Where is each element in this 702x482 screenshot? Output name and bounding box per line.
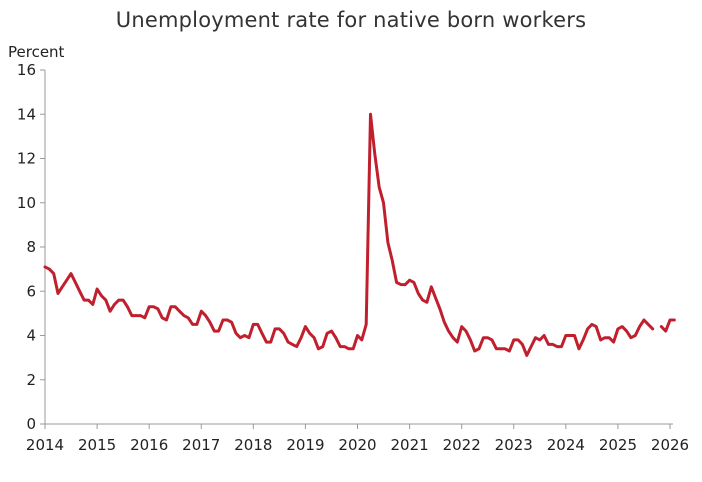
x-tick-label: 2014 (26, 436, 64, 454)
x-tick-label: 2015 (78, 436, 116, 454)
y-tick-label: 4 (26, 327, 36, 345)
y-tick-label: 6 (26, 282, 36, 300)
series-line (659, 318, 676, 333)
axes (44, 70, 673, 425)
x-tick-label: 2024 (547, 436, 585, 454)
x-tick-label: 2018 (234, 436, 272, 454)
series-line (43, 112, 655, 357)
y-tick-label: 0 (26, 415, 36, 433)
x-tick-label: 2022 (443, 436, 481, 454)
y-tick-label: 8 (26, 238, 36, 256)
y-tick-label: 12 (17, 150, 36, 168)
y-axis-ticks: 0 2 4 6 8 10 12 14 16 (17, 61, 45, 433)
chart-title: Unemployment rate for native born worker… (115, 8, 587, 32)
x-tick-label: 2019 (286, 436, 324, 454)
x-tick-label: 2016 (130, 436, 168, 454)
x-tick-label: 2025 (599, 436, 637, 454)
x-tick-label: 2020 (338, 436, 376, 454)
y-tick-label: 2 (26, 371, 36, 389)
x-axis-ticks: 2014 2015 2016 2017 2018 2019 2020 2021 2022 2023… (26, 424, 689, 454)
y-tick-label: 14 (17, 105, 36, 123)
x-tick-label: 2017 (182, 436, 220, 454)
series-layer (43, 112, 676, 357)
y-axis-title: Percent (8, 43, 65, 61)
y-tick-label: 10 (17, 194, 36, 212)
x-tick-label: 2021 (390, 436, 428, 454)
x-tick-label: 2026 (651, 436, 689, 454)
x-tick-label: 2023 (495, 436, 533, 454)
y-tick-label: 16 (17, 61, 36, 79)
